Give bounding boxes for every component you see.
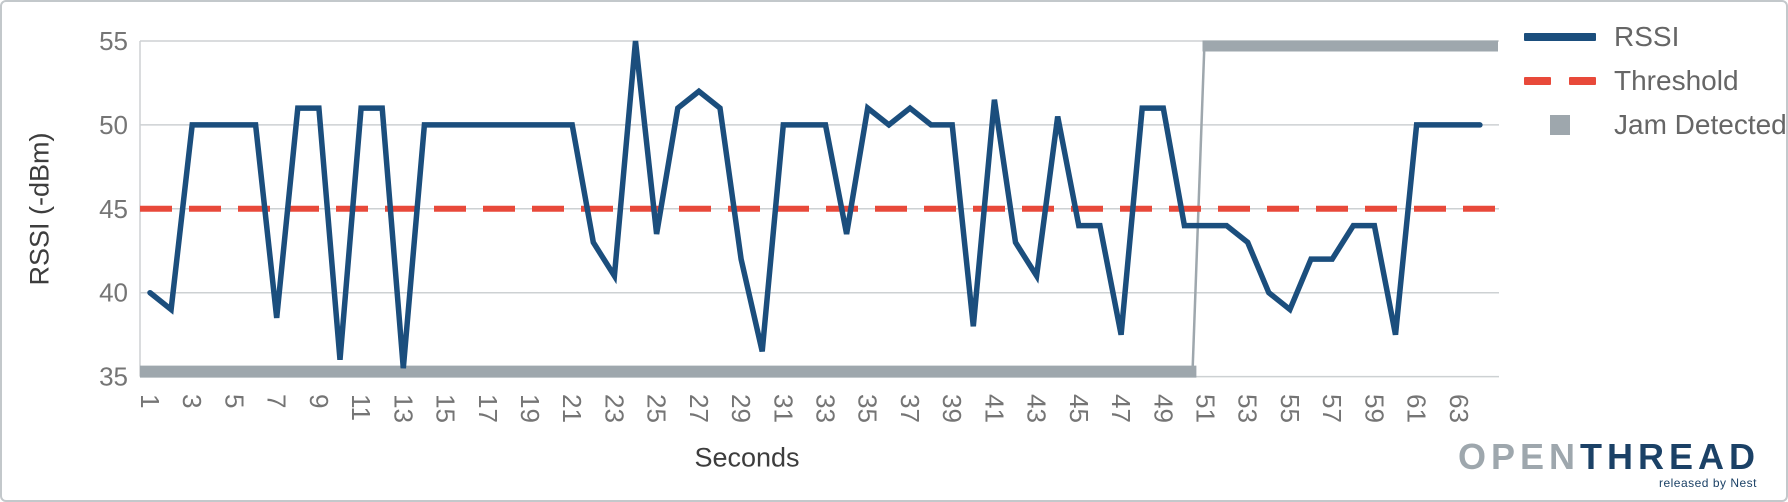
rssi-line [147, 40, 1483, 369]
x-tick-label: 29 [726, 394, 756, 423]
x-tick-label: 45 [1064, 394, 1094, 423]
x-tick-label: 31 [768, 394, 798, 423]
logo-tagline: released by Nest [1658, 476, 1757, 491]
openthread-wordmark: OPENTHREAD [1457, 435, 1760, 477]
legend-item-rssi: RSSI [1524, 21, 1786, 52]
x-tick-label: 47 [1106, 394, 1136, 423]
legend-item-threshold: Threshold [1524, 65, 1786, 96]
x-tick-label: 27 [684, 394, 714, 423]
rssi-line-icon [1524, 33, 1596, 41]
y-tick-label: 50 [99, 110, 128, 140]
logo-open-text: OPEN [1457, 435, 1580, 477]
x-tick-label: 5 [219, 394, 249, 408]
y-tick-label: 45 [99, 194, 128, 224]
logo-thread-text: THREAD [1580, 435, 1760, 477]
threshold-dashes-icon [1524, 77, 1596, 85]
x-tick-label: 63 [1444, 394, 1474, 423]
x-axis-labels: 1 3 5 7 9 11 13 15 17 19 21 23 25 27 29 31 33 35 37 39 41 43 4… [135, 394, 1474, 423]
x-tick-label: 23 [599, 394, 629, 423]
x-tick-label: 1 [135, 394, 165, 408]
x-tick-label: 57 [1317, 394, 1347, 423]
x-tick-label: 3 [177, 394, 207, 408]
y-tick-label: 55 [99, 26, 128, 56]
x-tick-label: 19 [515, 394, 545, 423]
x-tick-label: 41 [979, 394, 1009, 423]
legend-item-jam: Jam Detected [1524, 109, 1787, 140]
x-tick-label: 17 [473, 394, 503, 423]
legend-label-threshold: Threshold [1614, 65, 1739, 96]
legend: RSSI Threshold Jam Detected [1524, 21, 1787, 140]
openthread-logo: OPENTHREAD released by Nest [1457, 435, 1760, 491]
x-tick-label: 33 [811, 394, 841, 423]
y-axis-title: RSSI (-dBm) [24, 132, 55, 286]
y-tick-label: 35 [99, 362, 128, 392]
x-tick-label: 59 [1359, 394, 1389, 423]
x-tick-label: 61 [1402, 394, 1432, 423]
x-tick-label: 7 [262, 394, 292, 408]
x-tick-label: 43 [1022, 394, 1052, 423]
jam-square-icon [1524, 115, 1596, 135]
x-tick-label: 15 [431, 394, 461, 423]
x-tick-label: 55 [1275, 394, 1305, 423]
x-tick-label: 25 [642, 394, 672, 423]
x-tick-label: 35 [853, 394, 883, 423]
x-tick-label: 51 [1191, 394, 1221, 423]
x-tick-label: 13 [388, 394, 418, 423]
x-tick-label: 53 [1233, 394, 1263, 423]
x-tick-label: 9 [304, 394, 334, 408]
y-tick-label: 40 [99, 278, 128, 308]
x-tick-label: 11 [346, 394, 376, 421]
x-axis-title: Seconds [694, 442, 800, 473]
x-tick-label: 39 [937, 394, 967, 423]
x-tick-label: 21 [557, 394, 587, 423]
legend-label-rssi: RSSI [1614, 21, 1680, 52]
x-tick-label: 37 [895, 394, 925, 423]
x-tick-label: 49 [1148, 394, 1178, 423]
legend-label-jam: Jam Detected [1614, 109, 1787, 140]
